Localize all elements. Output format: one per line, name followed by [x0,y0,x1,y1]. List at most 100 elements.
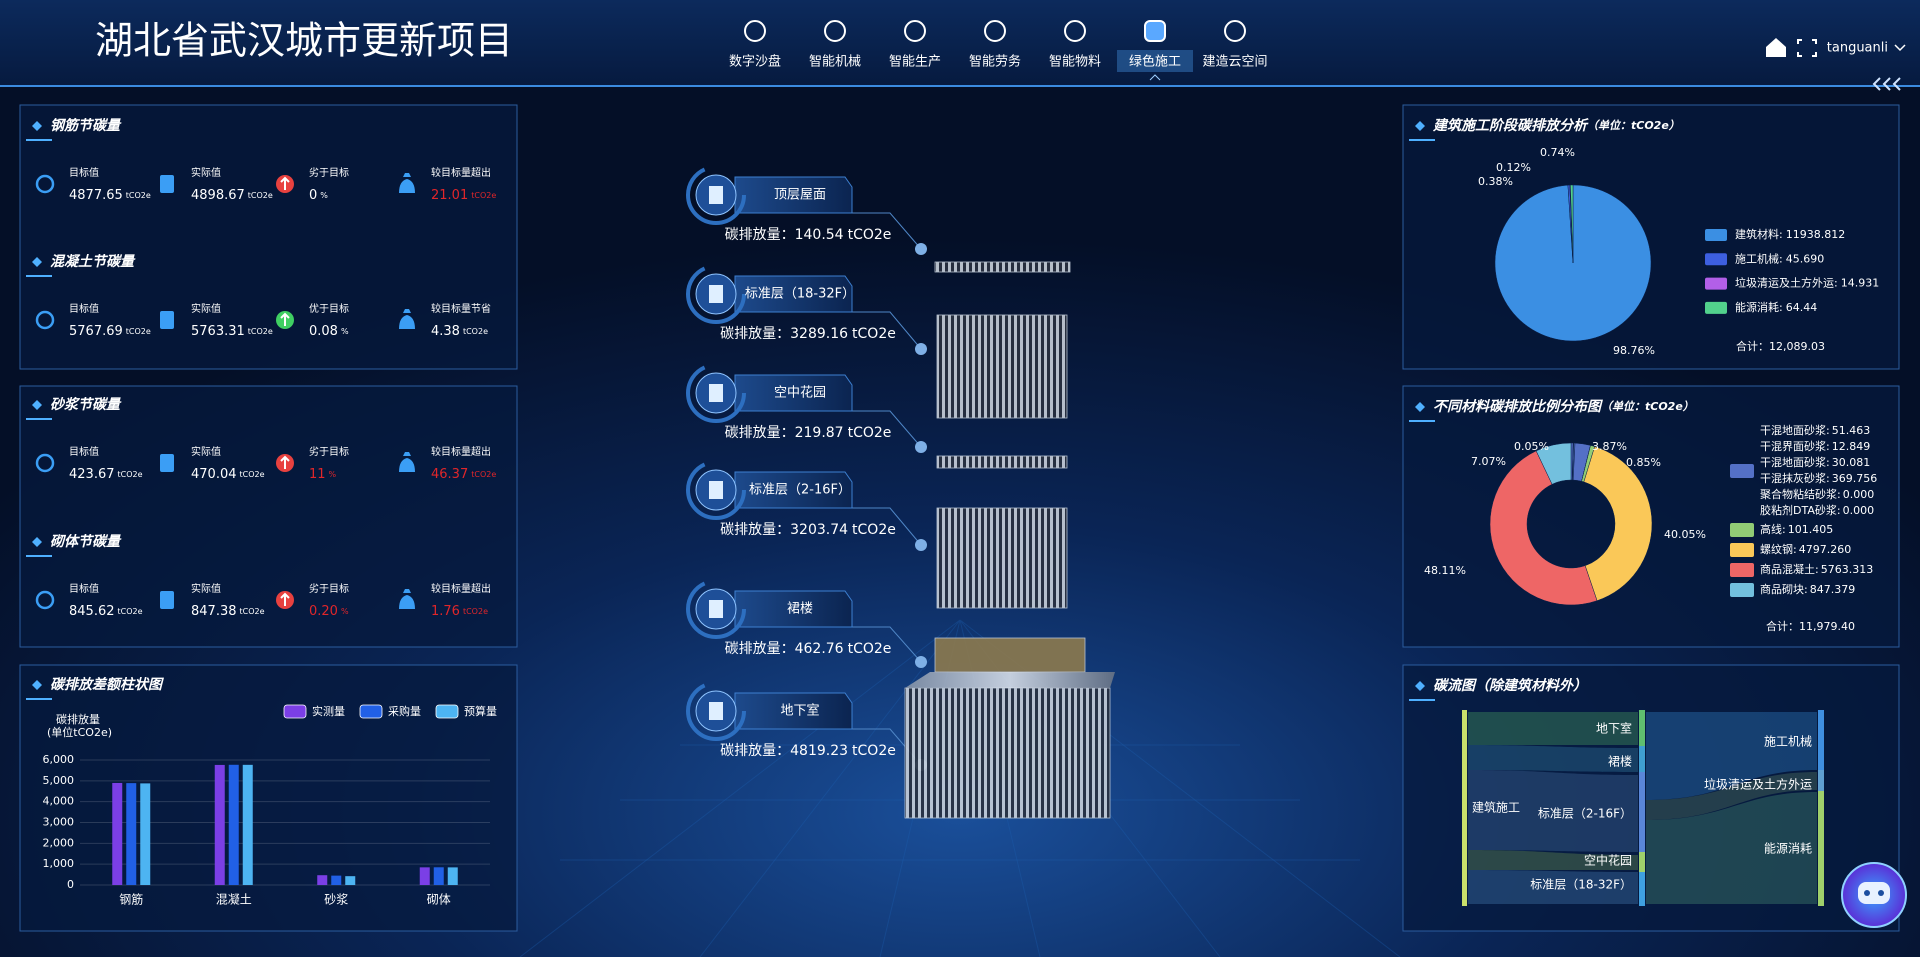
legend-separator: : [1826,472,1830,485]
flow [1646,772,1817,820]
metric-unit: tCO2e [471,191,496,200]
metric-label: 较目标量超出 [431,582,491,595]
home-icon[interactable] [1766,38,1786,57]
metric-value: 423.67 tCO2e [69,467,143,482]
nav-icon[interactable] [904,20,926,42]
icon-ring [686,165,746,225]
connector [850,626,922,663]
connector [850,410,922,448]
percent-label: 0.38% [1478,175,1513,188]
panel-title: 碳排放差额柱状图 [50,676,164,693]
bar [228,764,239,885]
nav-item[interactable]: 建造云空间 [1202,55,1267,70]
emission-unit: tCO2e [848,641,892,657]
building-model [936,507,1068,609]
legend-label: 高线: 101.405 [1760,522,1833,536]
metric-unit: tCO2e [126,327,151,336]
y-tick-label: 4,000 [43,795,75,808]
emission-label: 碳排放量： [720,326,790,342]
nav-icon[interactable] [1064,20,1086,42]
panel-subtitle: （单位：tCO2e） [1601,400,1694,413]
nav-item[interactable]: 智能物料 [1049,55,1101,70]
node-bar [1639,710,1645,746]
nav-active-bg [1117,50,1193,72]
metric-number: 4.38 [431,324,460,339]
bar [214,764,225,885]
title-icon [32,257,42,267]
bar [345,876,356,885]
label-box [734,590,853,628]
user-name[interactable]: tanguanli [1827,41,1888,56]
bar [317,875,328,885]
emission-value: 4819.23 [790,743,848,759]
flow [1468,850,1638,870]
percent-label: 0.05% [1514,440,1549,453]
legend-name: 胶粘剂DTA砂浆 [1760,503,1837,517]
title-icon [32,537,42,547]
metric-number: 21.01 [431,188,468,203]
y-tick-label: 0 [67,878,74,891]
metric-label: 目标值 [69,445,99,458]
metric-number: 0 [309,188,317,203]
actual-icon [160,311,174,329]
metric-value: 0.20% [309,604,349,619]
legend-name: 施工机械 [1735,251,1779,265]
label-box [734,471,853,509]
building-model [936,314,1068,419]
actual-icon [160,454,174,472]
user-menu-arrow[interactable] [1894,44,1906,52]
nav-item[interactable]: 绿色施工 [1129,54,1181,70]
y-axis-label: 碳排放量 [56,712,100,726]
nav-icon[interactable] [744,20,766,42]
legend-separator: : [1779,228,1783,241]
building-name: 地下室 [780,703,819,719]
nav-item[interactable]: 智能生产 [889,55,941,70]
legend-value: 369.756 [1832,472,1878,485]
metric-number: 1.76 [431,604,460,619]
nav-item[interactable]: 智能机械 [809,55,861,70]
bar [140,783,151,885]
node-label: 标准层（2-16F） [1538,807,1632,821]
assistant-robot[interactable] [1841,862,1907,928]
panel-title: 砌体节碳量 [50,533,122,550]
nav-item[interactable]: 智能劳务 [969,54,1021,70]
node-label: 裙楼 [1608,754,1632,769]
flow [1468,870,1638,904]
building-emission: 碳排放量：462.76 tCO2e [725,641,892,657]
bar [331,875,342,885]
metric-label: 劣于目标 [309,445,349,458]
panel-subtitle: （单位：tCO2e） [1587,119,1680,132]
legend-value: 45.690 [1786,252,1825,265]
fullscreen-icon[interactable] [1797,39,1817,57]
y-tick-label: 5,000 [43,774,75,787]
building-model [934,637,1086,673]
target-icon [35,453,55,473]
nav-icon[interactable] [1144,20,1166,42]
panel [1402,664,1900,932]
metric-label: 优于目标 [309,302,349,315]
legend-swatch [1705,229,1727,241]
building-name: 顶层屋面 [774,188,826,203]
legend-value: 51.463 [1832,424,1871,437]
building-name: 标准层（2-16F） [749,483,851,498]
nav-item[interactable]: 数字沙盘 [729,54,781,70]
nav-icon[interactable] [824,20,846,42]
collapse-icon[interactable] [1872,77,1901,91]
node-bar [1639,852,1645,872]
legend-label: 聚合物粘结砂浆: 0.000 [1760,487,1874,501]
title-icon [1415,402,1425,412]
bar [419,867,430,885]
node-label: 标准层（18-32F） [1530,878,1632,892]
slice [1570,184,1574,264]
legend-value: 0.000 [1843,504,1875,517]
total-value: 12,089.03 [1769,340,1825,353]
metric-label: 劣于目标 [309,582,349,595]
legend-label: 实测量 [312,704,345,718]
nav-icon[interactable] [1224,20,1246,42]
legend-label: 采购量 [388,704,421,718]
building-name: 标准层（18-32F） [745,287,855,302]
building-emission: 碳排放量：219.87 tCO2e [725,425,892,441]
nav-icon[interactable] [984,20,1006,42]
